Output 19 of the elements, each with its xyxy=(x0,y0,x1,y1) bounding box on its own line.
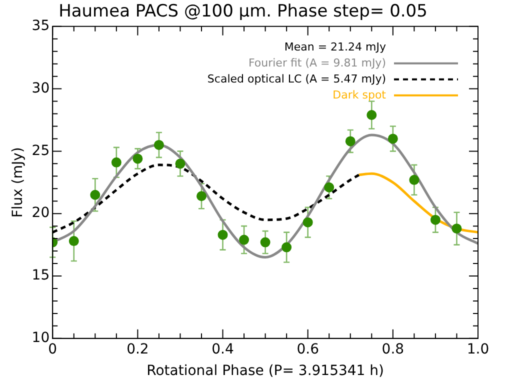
x-axis-title: Rotational Phase (P= 3.915341 h) xyxy=(146,363,384,380)
y-tick-label: 35 xyxy=(32,18,50,34)
text: Dark spot xyxy=(332,88,387,102)
x-tick-label: 0.4 xyxy=(212,341,234,358)
y-tick-label: 25 xyxy=(32,142,50,159)
text: Fourier fit (A = 9.81 mJy) xyxy=(248,56,386,70)
text: Scaled optical LC (A = 5.47 mJy) xyxy=(207,72,386,86)
y-tick-label: 10 xyxy=(32,330,50,346)
chart-title: Haumea PACS @100 μm. Phase step= 0.05 xyxy=(58,2,428,22)
y-tick-label: 15 xyxy=(32,268,50,284)
x-tick-label: 0.8 xyxy=(382,341,404,358)
y-tick-label: 20 xyxy=(32,205,50,222)
y-axis-title: Flux (mJy) xyxy=(10,147,26,218)
x-tick-label: 0.2 xyxy=(126,341,149,358)
annotation: Mean = 21.24 mJy xyxy=(284,40,386,54)
y-tick-label: 30 xyxy=(32,80,50,96)
x-tick-label: 1.0 xyxy=(466,341,490,358)
x-tick-label: 0.6 xyxy=(296,341,320,358)
x-tick-label: 0 xyxy=(48,341,58,358)
